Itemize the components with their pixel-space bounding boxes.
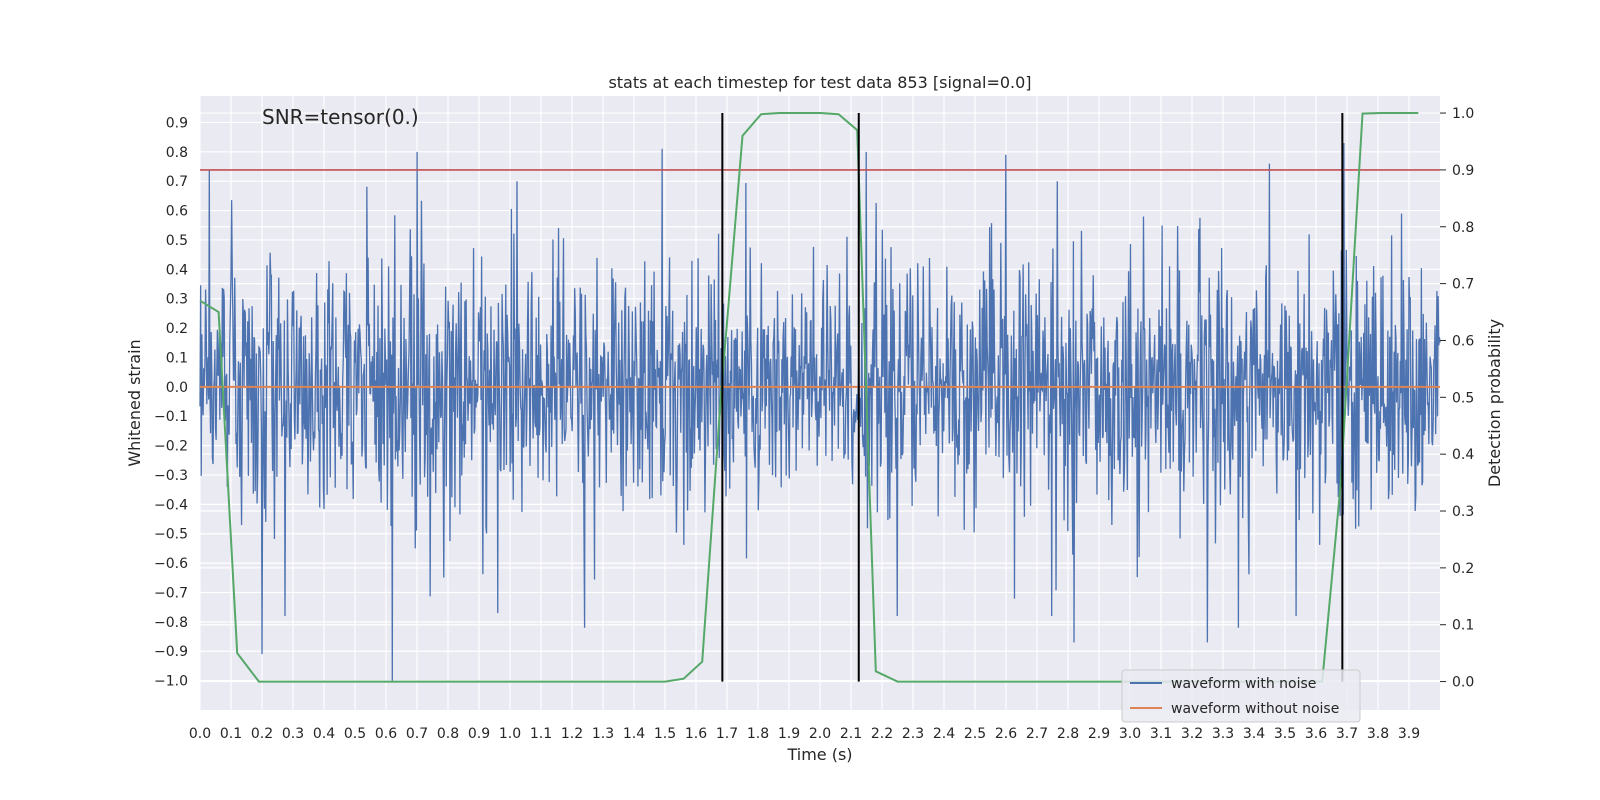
y-tick-label: 0.3 bbox=[166, 292, 188, 308]
y-tick-label: −0.1 bbox=[154, 409, 188, 425]
x-tick-label: 3.3 bbox=[1212, 726, 1234, 742]
y2-tick-label: 0.5 bbox=[1452, 390, 1474, 406]
y-tick-label: −0.4 bbox=[154, 497, 188, 513]
x-tick-label: 0.7 bbox=[406, 726, 428, 742]
y2-tick-label: 0.7 bbox=[1452, 277, 1474, 293]
y-tick-label: 0.4 bbox=[166, 262, 188, 278]
x-tick-label: 2.8 bbox=[1057, 726, 1079, 742]
x-tick-label: 3.1 bbox=[1150, 726, 1172, 742]
x-tick-label: 2.7 bbox=[1026, 726, 1048, 742]
y2-tick-label: 0.1 bbox=[1452, 618, 1474, 634]
x-tick-label: 3.7 bbox=[1336, 726, 1358, 742]
x-tick-label: 3.0 bbox=[1119, 726, 1141, 742]
y-tick-label: −0.7 bbox=[154, 585, 188, 601]
x-axis-ticks: 0.0 0.1 0.2 0.3 0.4 0.5 0.6 0.7 0.8 0.9 1.0 1.1 1.2 1… bbox=[189, 726, 1420, 742]
x-tick-label: 1.8 bbox=[747, 726, 769, 742]
x-tick-label: 3.9 bbox=[1398, 726, 1420, 742]
x-tick-label: 1.9 bbox=[778, 726, 800, 742]
x-tick-label: 3.2 bbox=[1181, 726, 1203, 742]
x-tick-label: 1.7 bbox=[716, 726, 738, 742]
y-tick-label: −0.2 bbox=[154, 439, 188, 455]
x-tick-label: 1.1 bbox=[530, 726, 552, 742]
x-tick-label: 0.8 bbox=[437, 726, 459, 742]
y2-tick-label: 0.3 bbox=[1452, 504, 1474, 520]
y-tick-label: 0.0 bbox=[166, 380, 188, 396]
y-tick-label: 0.6 bbox=[166, 204, 188, 220]
x-tick-label: 0.3 bbox=[282, 726, 304, 742]
y2-axis-ticks: 1.0 0.9 0.8 0.7 0.6 0.5 0.4 0.3 0.2 0.1 0.0 bbox=[1440, 106, 1474, 691]
x-tick-label: 0.4 bbox=[313, 726, 335, 742]
x-tick-label: 0.5 bbox=[344, 726, 366, 742]
x-tick-label: 2.1 bbox=[840, 726, 862, 742]
y2-tick-label: 0.6 bbox=[1452, 333, 1474, 349]
y-tick-label: 0.5 bbox=[166, 233, 188, 249]
x-axis-label: Time (s) bbox=[786, 745, 852, 764]
x-tick-label: 1.4 bbox=[623, 726, 645, 742]
x-tick-label: 2.6 bbox=[995, 726, 1017, 742]
y-tick-label: −0.8 bbox=[154, 615, 188, 631]
y2-tick-label: 1.0 bbox=[1452, 106, 1474, 122]
x-tick-label: 1.0 bbox=[499, 726, 521, 742]
noise-series bbox=[199, 142, 1441, 681]
y-axis-ticks: 0.9 0.8 0.7 0.6 0.5 0.4 0.3 0.2 0.1 0.0 −0.1 −0.2 −0… bbox=[154, 115, 188, 689]
x-tick-label: 3.4 bbox=[1243, 726, 1265, 742]
x-tick-label: 2.4 bbox=[933, 726, 955, 742]
x-tick-label: 3.6 bbox=[1305, 726, 1327, 742]
x-tick-label: 1.5 bbox=[654, 726, 676, 742]
y-tick-label: 0.7 bbox=[166, 174, 188, 190]
y2-tick-label: 0.9 bbox=[1452, 163, 1474, 179]
x-tick-label: 1.3 bbox=[592, 726, 614, 742]
legend: waveform with noise waveform without noi… bbox=[1121, 669, 1361, 723]
x-tick-label: 0.9 bbox=[468, 726, 490, 742]
x-tick-label: 0.1 bbox=[220, 726, 242, 742]
y2-tick-label: 0.8 bbox=[1452, 220, 1474, 236]
x-tick-label: 3.5 bbox=[1274, 726, 1296, 742]
grid-lines bbox=[199, 96, 1440, 710]
legend-label-clean: waveform without noise bbox=[1171, 701, 1339, 717]
y-tick-label: −1.0 bbox=[154, 674, 188, 690]
y2-tick-label: 0.4 bbox=[1452, 447, 1474, 463]
y-axis-label: Whitened strain bbox=[125, 339, 144, 466]
y2-tick-label: 0.0 bbox=[1452, 675, 1474, 691]
x-tick-label: 2.5 bbox=[964, 726, 986, 742]
y-tick-label: 0.2 bbox=[166, 321, 188, 337]
x-tick-label: 0.0 bbox=[189, 726, 211, 742]
x-tick-label: 2.9 bbox=[1088, 726, 1110, 742]
y2-tick-label: 0.2 bbox=[1452, 561, 1474, 577]
y-tick-label: 0.8 bbox=[166, 145, 188, 161]
x-tick-label: 2.3 bbox=[902, 726, 924, 742]
y-tick-label: −0.6 bbox=[154, 556, 188, 572]
y-tick-label: 0.9 bbox=[166, 115, 188, 131]
x-tick-label: 0.6 bbox=[375, 726, 397, 742]
x-tick-label: 1.6 bbox=[685, 726, 707, 742]
snr-annotation: SNR=tensor(0.) bbox=[262, 105, 419, 129]
y-tick-label: −0.3 bbox=[154, 468, 188, 484]
y-tick-label: −0.9 bbox=[154, 644, 188, 660]
y-tick-label: 0.1 bbox=[166, 350, 188, 366]
legend-label-noise: waveform with noise bbox=[1171, 676, 1316, 692]
detection-markers bbox=[721, 113, 1344, 682]
x-tick-label: 3.8 bbox=[1367, 726, 1389, 742]
x-tick-label: 2.0 bbox=[809, 726, 831, 742]
y2-axis-label: Detection probability bbox=[1485, 319, 1504, 487]
chart-title: stats at each timestep for test data 853… bbox=[608, 73, 1031, 92]
x-tick-label: 2.2 bbox=[871, 726, 893, 742]
x-tick-label: 1.2 bbox=[561, 726, 583, 742]
noise-waveform-line bbox=[199, 142, 1441, 681]
y-tick-label: −0.5 bbox=[154, 527, 188, 543]
legend-box bbox=[1121, 669, 1361, 723]
x-tick-label: 0.2 bbox=[251, 726, 273, 742]
